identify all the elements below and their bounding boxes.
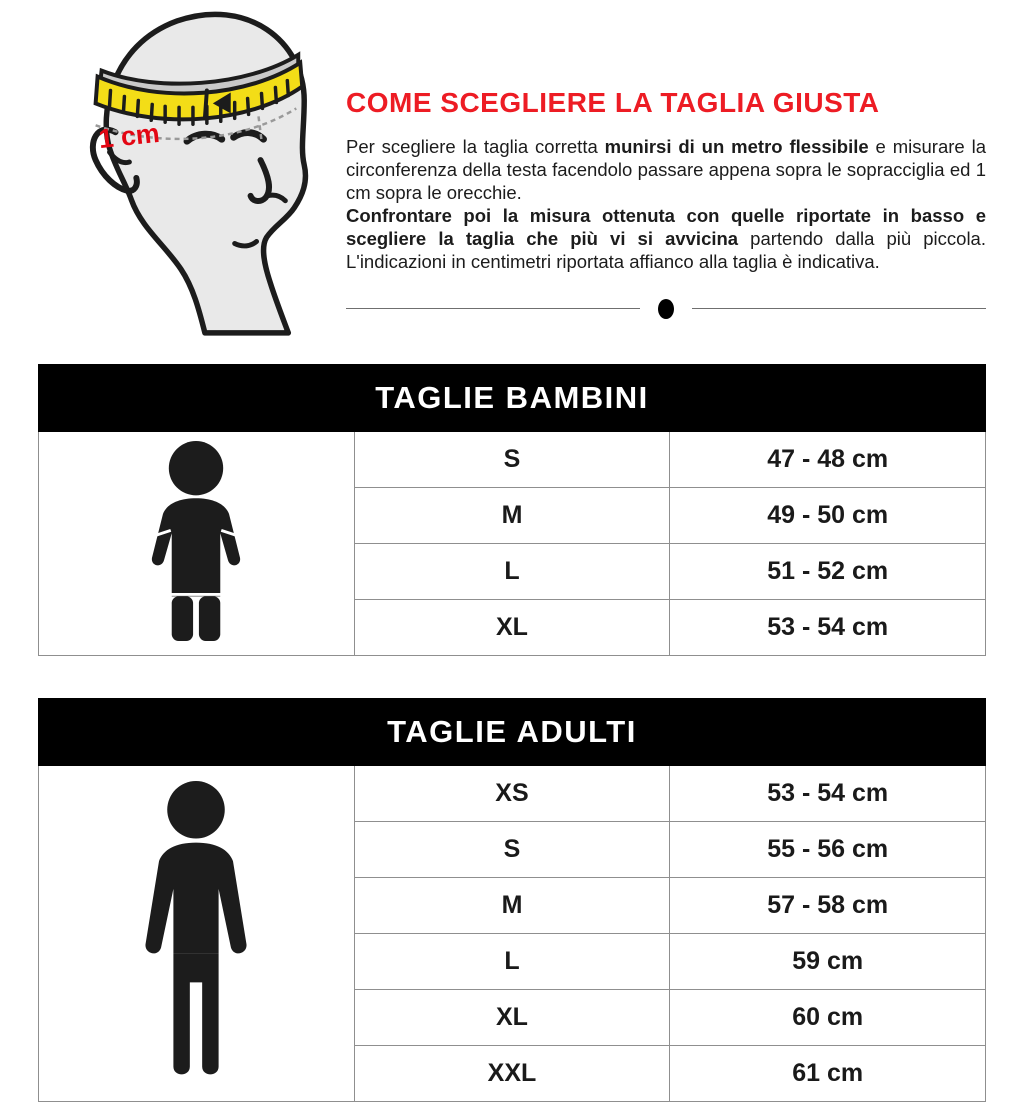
child-figure-cell [38, 431, 355, 656]
size-label: S [353, 821, 671, 878]
table-row: L 59 cm [39, 933, 986, 990]
size-label: M [353, 487, 671, 544]
ear-line [89, 126, 140, 194]
instructions-text: partendo dalla più piccola. L'indicazion… [346, 227, 986, 272]
intro-section: 1 cm COME SCEGLIERE LA TAGLIA GIUSTA Per… [38, 0, 986, 336]
tape-tick-marks [107, 78, 291, 127]
tape-overlap-line [202, 88, 209, 121]
measure-value: 47 - 48 cm [669, 431, 986, 488]
dashed-reference-lines [95, 107, 297, 141]
size-label: XS [353, 765, 671, 822]
child-figure-icon [152, 441, 241, 641]
adults-size-table: TAGLIE ADULTI XS 53 - 54 cm S [38, 698, 986, 1102]
size-label: M [353, 877, 671, 934]
size-label: XL [353, 599, 671, 656]
nose-line [247, 157, 273, 204]
size-label: S [353, 431, 671, 488]
table-row: L 51 - 52 cm [39, 543, 986, 600]
mouth-line [232, 239, 260, 249]
table-row: S 55 - 56 cm [39, 821, 986, 878]
children-table-title: TAGLIE BAMBINI [38, 364, 986, 432]
size-tables-section: TAGLIE BAMBINI [38, 364, 986, 1102]
adults-table-title: TAGLIE ADULTI [38, 698, 986, 766]
measure-value: 60 cm [669, 989, 986, 1046]
table-row: M 49 - 50 cm [39, 487, 986, 544]
table-header-row: TAGLIE BAMBINI [38, 364, 986, 432]
intro-text-block: COME SCEGLIERE LA TAGLIA GIUSTA Per sceg… [346, 0, 986, 319]
one-cm-label: 1 cm [97, 118, 161, 154]
head-measure-illustration-icon: 1 cm [89, 11, 309, 336]
measure-value: 55 - 56 cm [669, 821, 986, 878]
measure-value: 57 - 58 cm [669, 877, 986, 934]
table-row: XXL 61 cm [39, 1045, 986, 1102]
measure-value: 53 - 54 cm [669, 765, 986, 822]
divider-line-right [692, 308, 986, 310]
table-row: XL 60 cm [39, 989, 986, 1046]
size-label: XL [353, 989, 671, 1046]
adult-figure-cell [38, 765, 355, 1102]
divider-dot-icon [658, 298, 674, 319]
size-label: XXL [353, 1045, 671, 1102]
adult-figure-icon [145, 781, 247, 1075]
tape-arrow-icon [212, 92, 231, 114]
table-row: XS 53 - 54 cm [38, 765, 986, 1102]
instructions-paragraph: Per scegliere la taglia corretta munirsi… [346, 135, 986, 273]
size-label: L [353, 933, 671, 990]
instructions-bold-text: Confrontare poi la misura ottenuta con q… [346, 204, 986, 249]
instructions-bold-text: munirsi di un metro flessibile [604, 135, 869, 157]
table-row: XL 53 - 54 cm [39, 599, 986, 656]
table-row: M 57 - 58 cm [39, 877, 986, 934]
section-divider [346, 298, 986, 319]
divider-line-left [346, 308, 640, 310]
measure-value: 61 cm [669, 1045, 986, 1102]
eyebrow-left [183, 130, 226, 145]
table-header-row: TAGLIE ADULTI [38, 698, 986, 766]
page-title: COME SCEGLIERE LA TAGLIA GIUSTA [346, 87, 880, 118]
measure-value: 59 cm [669, 933, 986, 990]
children-size-table: TAGLIE BAMBINI [38, 364, 986, 656]
size-label: L [353, 543, 671, 600]
table-row: S 47 - 48 cm [38, 431, 986, 656]
measure-value: 49 - 50 cm [669, 487, 986, 544]
inner-ear-line [107, 149, 132, 165]
instructions-text: e misurare la circonferenza della testa … [346, 135, 986, 203]
measure-value: 51 - 52 cm [669, 543, 986, 600]
head-outline [103, 11, 309, 336]
measure-value: 53 - 54 cm [669, 599, 986, 656]
nostril-line [264, 192, 288, 204]
tape-front-band [93, 59, 305, 122]
instructions-text: Per scegliere la taglia corretta [346, 135, 605, 157]
